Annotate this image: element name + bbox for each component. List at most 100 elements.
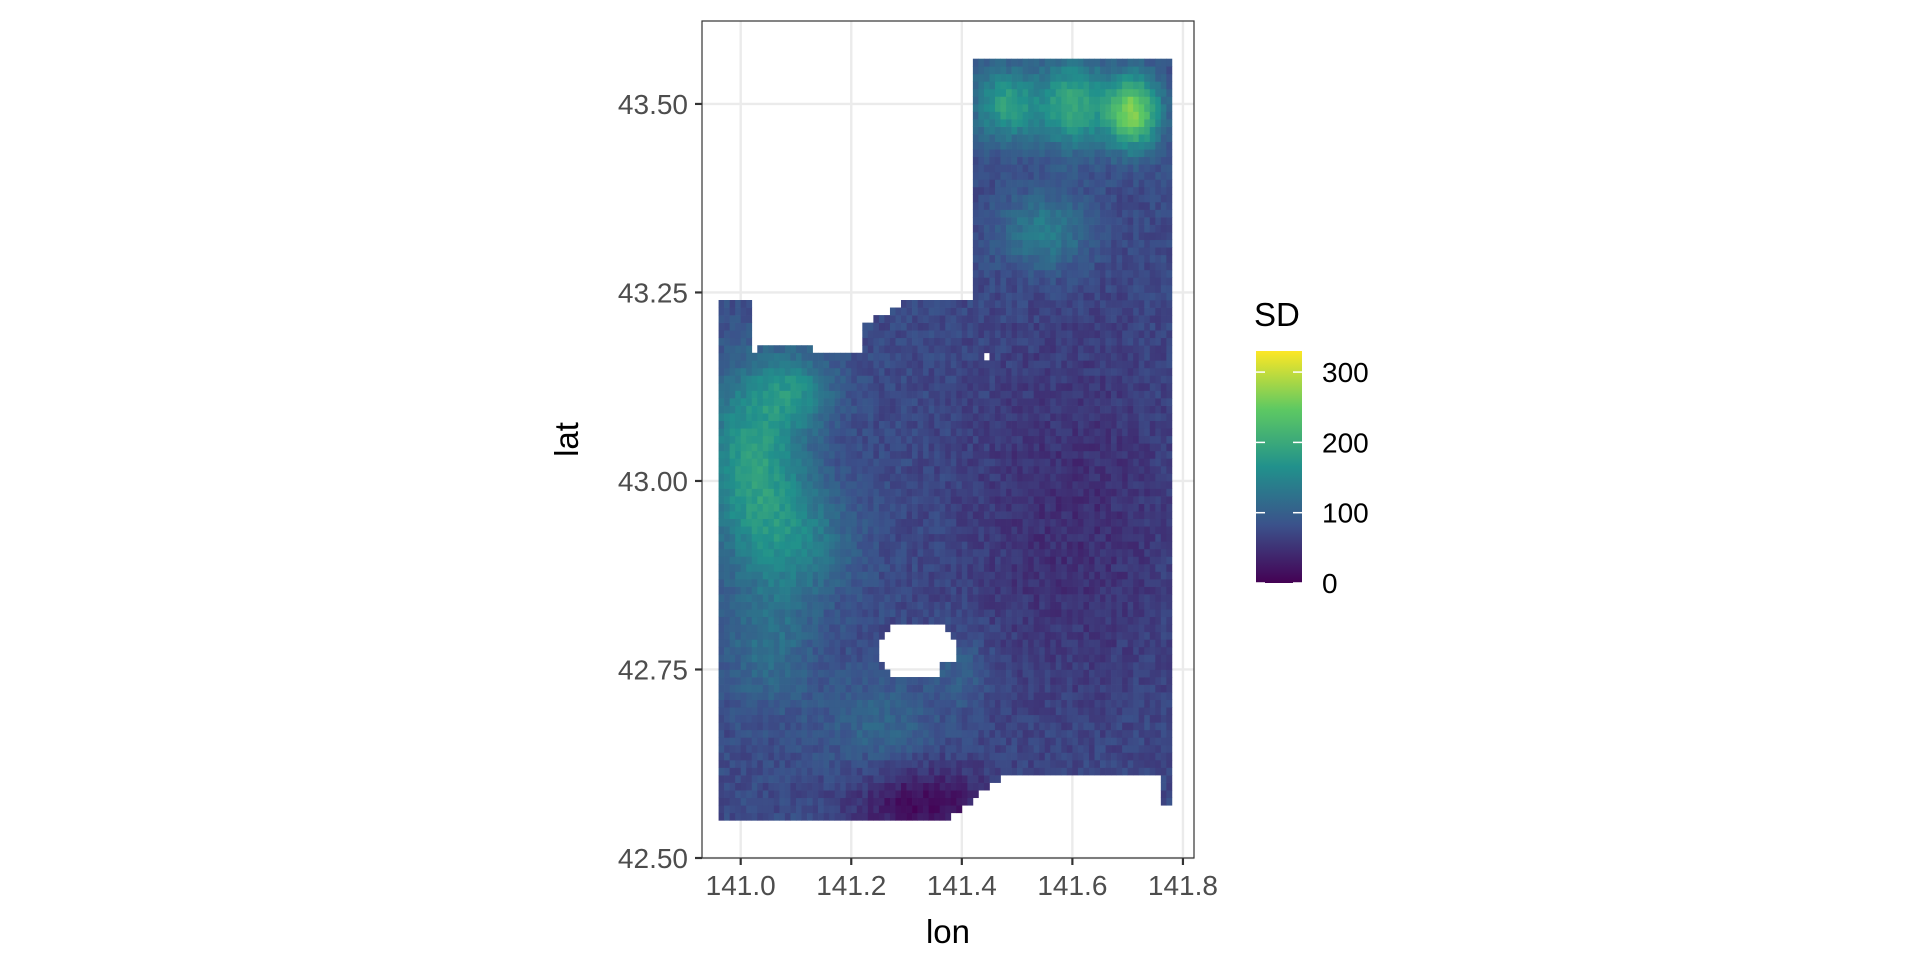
heatmap-cell <box>984 255 990 263</box>
heatmap-cell <box>824 715 830 723</box>
heatmap-cell <box>768 466 774 474</box>
heatmap-cell <box>1050 217 1056 225</box>
heatmap-cell <box>1072 715 1078 723</box>
heatmap-cell <box>862 632 868 640</box>
heatmap-cell <box>989 564 995 572</box>
heatmap-cell <box>1067 730 1073 738</box>
heatmap-cell <box>1006 292 1012 300</box>
heatmap-cell <box>901 783 907 791</box>
heatmap-cell <box>995 587 1001 595</box>
heatmap-cell <box>989 511 995 519</box>
heatmap-cell <box>790 745 796 753</box>
heatmap-cell <box>724 579 730 587</box>
heatmap-cell <box>879 602 885 610</box>
heatmap-cell <box>851 805 857 813</box>
heatmap-cell <box>1050 398 1056 406</box>
heatmap-cell <box>1017 609 1023 617</box>
heatmap-cell <box>951 768 957 776</box>
heatmap-cell <box>1056 111 1062 119</box>
heatmap-cell <box>1012 127 1018 135</box>
heatmap-cell <box>741 549 747 557</box>
heatmap-cell <box>862 730 868 738</box>
heatmap-cell <box>1017 149 1023 157</box>
heatmap-cell <box>995 436 1001 444</box>
heatmap-cell <box>879 632 885 640</box>
heatmap-cell <box>1006 406 1012 414</box>
heatmap-cell <box>1056 707 1062 715</box>
heatmap-cell <box>978 300 984 308</box>
heatmap-cell <box>934 737 940 745</box>
heatmap-cell <box>746 519 752 527</box>
heatmap-cell <box>796 466 802 474</box>
heatmap-cell <box>857 504 863 512</box>
heatmap-cell <box>829 669 835 677</box>
heatmap-cell <box>1083 179 1089 187</box>
heatmap-cell <box>912 617 918 625</box>
heatmap-cell <box>752 654 758 662</box>
heatmap-cell <box>1056 104 1062 112</box>
heatmap-cell <box>741 323 747 331</box>
heatmap-cell <box>857 534 863 542</box>
heatmap-cell <box>1056 232 1062 240</box>
heatmap-cell <box>1072 202 1078 210</box>
heatmap-cell <box>951 730 957 738</box>
heatmap-cell <box>989 730 995 738</box>
heatmap-cell <box>802 730 808 738</box>
heatmap-cell <box>1067 96 1073 104</box>
heatmap-cell <box>1023 134 1029 142</box>
heatmap-cell <box>1045 353 1051 361</box>
heatmap-cell <box>873 783 879 791</box>
heatmap-cell <box>962 375 968 383</box>
heatmap-cell <box>1089 458 1095 466</box>
heatmap-cell <box>929 451 935 459</box>
heatmap-cell <box>741 436 747 444</box>
heatmap-cell <box>1067 172 1073 180</box>
heatmap-cell <box>735 504 741 512</box>
heatmap-cell <box>923 730 929 738</box>
heatmap-cell <box>802 534 808 542</box>
heatmap-cell <box>984 375 990 383</box>
heatmap-cell <box>785 481 791 489</box>
heatmap-cell <box>757 413 763 421</box>
heatmap-cell <box>1078 172 1084 180</box>
heatmap-cell <box>1067 240 1073 248</box>
heatmap-cell <box>1006 662 1012 670</box>
heatmap-cell <box>1012 187 1018 195</box>
heatmap-cell <box>929 556 935 564</box>
heatmap-cell <box>1083 481 1089 489</box>
heatmap-cell <box>851 556 857 564</box>
heatmap-cell <box>807 526 813 534</box>
heatmap-cell <box>1056 617 1062 625</box>
heatmap-cell <box>1045 587 1051 595</box>
heatmap-cell <box>824 632 830 640</box>
heatmap-cell <box>1006 421 1012 429</box>
heatmap-cell <box>978 142 984 150</box>
heatmap-cell <box>851 458 857 466</box>
heatmap-cell <box>851 632 857 640</box>
heatmap-cell <box>735 436 741 444</box>
heatmap-cell <box>1028 217 1034 225</box>
heatmap-cell <box>846 413 852 421</box>
heatmap-cell <box>890 451 896 459</box>
heatmap-cell <box>967 428 973 436</box>
heatmap-cell <box>890 707 896 715</box>
heatmap-cell <box>940 360 946 368</box>
heatmap-cell <box>829 496 835 504</box>
heatmap-cell <box>1072 119 1078 127</box>
heatmap-cell <box>1006 752 1012 760</box>
heatmap-cell <box>1045 104 1051 112</box>
heatmap-cell <box>1078 323 1084 331</box>
heatmap-cell <box>973 390 979 398</box>
heatmap-cell <box>1056 300 1062 308</box>
heatmap-cell <box>923 594 929 602</box>
heatmap-cell <box>741 587 747 595</box>
heatmap-cell <box>1028 345 1034 353</box>
heatmap-cell <box>895 768 901 776</box>
heatmap-cell <box>1001 217 1007 225</box>
heatmap-cell <box>1089 654 1095 662</box>
heatmap-cell <box>774 511 780 519</box>
heatmap-cell <box>1083 519 1089 527</box>
heatmap-cell <box>857 647 863 655</box>
heatmap-cell <box>862 413 868 421</box>
heatmap-cell <box>1012 571 1018 579</box>
